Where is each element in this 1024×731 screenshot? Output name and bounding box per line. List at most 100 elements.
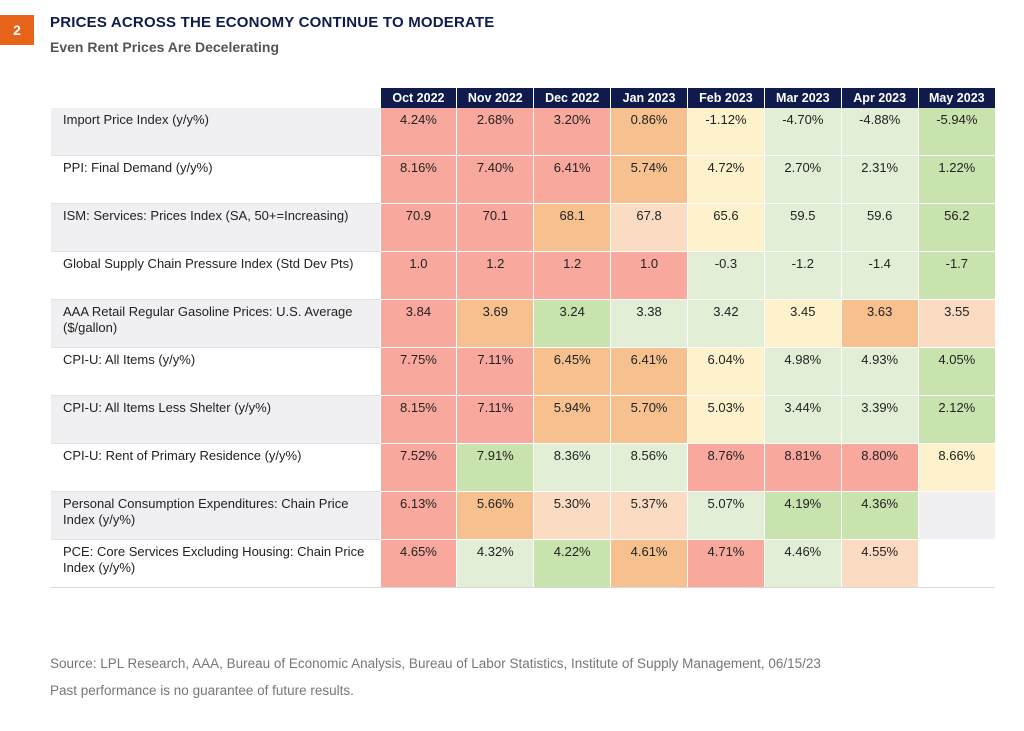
heatmap-cell: -5.94% <box>917 108 995 156</box>
heatmap-cell: 3.69 <box>456 299 534 348</box>
heatmap-cell: 6.13% <box>379 491 457 540</box>
heatmap-cell: -4.70% <box>763 108 842 156</box>
heatmap-cell: 4.93% <box>840 347 919 396</box>
heatmap-cell: 2.68% <box>456 108 534 156</box>
row-label: Import Price Index (y/y%) <box>51 108 380 156</box>
heatmap-cell: 7.75% <box>379 347 457 396</box>
heatmap-cell: 4.72% <box>687 155 765 204</box>
column-header: Oct 2022 <box>379 88 457 108</box>
page-subtitle: Even Rent Prices Are Decelerating <box>50 39 280 55</box>
heatmap-cell: 65.6 <box>687 203 765 252</box>
heatmap-cell: 1.2 <box>456 251 534 300</box>
row-label: PPI: Final Demand (y/y%) <box>51 155 380 204</box>
table-row: Personal Consumption Expenditures: Chain… <box>51 491 995 540</box>
heatmap-cell: 8.80% <box>840 443 919 492</box>
heatmap-cell: 1.0 <box>610 251 688 300</box>
heatmap-cell: 5.37% <box>610 491 688 540</box>
column-header: Jan 2023 <box>610 88 688 108</box>
row-label: ISM: Services: Prices Index (SA, 50+=Inc… <box>51 203 380 252</box>
heatmap-cell: 1.2 <box>533 251 611 300</box>
heatmap-cell: 3.84 <box>379 299 457 348</box>
row-label: CPI-U: Rent of Primary Residence (y/y%) <box>51 443 380 492</box>
heatmap-cell: 5.03% <box>687 395 765 444</box>
column-header: Feb 2023 <box>687 88 765 108</box>
heatmap-cell: 1.22% <box>917 155 995 204</box>
heatmap-cell: 7.11% <box>456 395 534 444</box>
heatmap-cell: -1.4 <box>840 251 919 300</box>
heatmap-cell: 4.61% <box>610 539 688 588</box>
heatmap-cell: 4.55% <box>840 539 919 588</box>
heatmap-cell: 8.16% <box>379 155 457 204</box>
page-title: PRICES ACROSS THE ECONOMY CONTINUE TO MO… <box>50 14 495 31</box>
heatmap-cell: 59.6 <box>840 203 919 252</box>
heatmap-cell: 2.70% <box>763 155 842 204</box>
heatmap-cell: 6.41% <box>610 347 688 396</box>
table-body: Import Price Index (y/y%) 4.24% 2.68% 3.20%… <box>51 108 995 588</box>
heatmap-cell: 70.9 <box>379 203 457 252</box>
heatmap-cell: 6.41% <box>533 155 611 204</box>
table-row: CPI-U: All Items Less Shelter (y/y%) 8.15… <box>51 395 995 444</box>
heatmap-cell: 2.31% <box>840 155 919 204</box>
heatmap-cell: -1.7 <box>917 251 995 300</box>
heatmap-cell: 4.36% <box>840 491 919 540</box>
heatmap-cell: 4.24% <box>379 108 457 156</box>
table-corner <box>51 88 380 108</box>
column-header: May 2023 <box>917 88 995 108</box>
page-number-badge: 2 <box>0 15 34 45</box>
disclaimer-note: Past performance is no guarantee of futu… <box>50 683 354 698</box>
heatmap-cell: 7.11% <box>456 347 534 396</box>
table-row: PPI: Final Demand (y/y%) 8.16% 7.40% 6.41% 5… <box>51 155 995 204</box>
heatmap-cell: 1.0 <box>379 251 457 300</box>
heatmap-cell: 4.19% <box>763 491 842 540</box>
heatmap-cell: 4.98% <box>763 347 842 396</box>
heatmap-cell: 59.5 <box>763 203 842 252</box>
heatmap-cell: 5.94% <box>533 395 611 444</box>
heatmap-cell: 4.46% <box>763 539 842 588</box>
column-header: Dec 2022 <box>533 88 611 108</box>
heatmap-cell: 5.70% <box>610 395 688 444</box>
heatmap-cell: 3.55 <box>917 299 995 348</box>
row-label: AAA Retail Regular Gasoline Prices: U.S.… <box>51 299 380 348</box>
table-row: ISM: Services: Prices Index (SA, 50+=Inc… <box>51 203 995 252</box>
heatmap-cell: 6.04% <box>687 347 765 396</box>
row-label: Personal Consumption Expenditures: Chain… <box>51 491 380 540</box>
heatmap-cell: 8.76% <box>687 443 765 492</box>
heatmap-cell <box>917 491 995 540</box>
heatmap-cell: 70.1 <box>456 203 534 252</box>
heatmap-cell: 3.38 <box>610 299 688 348</box>
heatmap-cell: 6.45% <box>533 347 611 396</box>
heatmap-cell: 5.30% <box>533 491 611 540</box>
heatmap-cell <box>917 539 995 588</box>
heatmap-cell: 3.39% <box>840 395 919 444</box>
column-header: Apr 2023 <box>840 88 919 108</box>
heatmap-cell: 68.1 <box>533 203 611 252</box>
table-row: AAA Retail Regular Gasoline Prices: U.S.… <box>51 299 995 348</box>
heatmap-cell: 7.91% <box>456 443 534 492</box>
heatmap-cell: 56.2 <box>917 203 995 252</box>
heatmap-cell: 3.42 <box>687 299 765 348</box>
table-header-row: Oct 2022 Nov 2022 Dec 2022 Jan 2023 Feb 2023… <box>51 88 995 108</box>
heatmap-cell: 7.40% <box>456 155 534 204</box>
heatmap-cell: 7.52% <box>379 443 457 492</box>
heatmap-cell: 8.36% <box>533 443 611 492</box>
heatmap-cell: 3.24 <box>533 299 611 348</box>
heatmap-cell: 3.44% <box>763 395 842 444</box>
heatmap-cell: 4.22% <box>533 539 611 588</box>
heatmap-table: Oct 2022 Nov 2022 Dec 2022 Jan 2023 Feb 2023… <box>51 88 995 588</box>
table-row: CPI-U: Rent of Primary Residence (y/y%) 7… <box>51 443 995 492</box>
heatmap-cell: -0.3 <box>687 251 765 300</box>
row-label: CPI-U: All Items (y/y%) <box>51 347 380 396</box>
heatmap-cell: 67.8 <box>610 203 688 252</box>
table-row: Import Price Index (y/y%) 4.24% 2.68% 3.20%… <box>51 108 995 156</box>
row-label: CPI-U: All Items Less Shelter (y/y%) <box>51 395 380 444</box>
table-row: PCE: Core Services Excluding Housing: Ch… <box>51 539 995 588</box>
table-row: CPI-U: All Items (y/y%) 7.75% 7.11% 6.45% 6.… <box>51 347 995 396</box>
heatmap-cell: 3.45 <box>763 299 842 348</box>
table-row: Global Supply Chain Pressure Index (Std … <box>51 251 995 300</box>
heatmap-cell: -4.88% <box>840 108 919 156</box>
heatmap-cell: 8.66% <box>917 443 995 492</box>
heatmap-cell: 8.81% <box>763 443 842 492</box>
heatmap-cell: 8.15% <box>379 395 457 444</box>
heatmap-cell: 2.12% <box>917 395 995 444</box>
heatmap-cell: 4.65% <box>379 539 457 588</box>
